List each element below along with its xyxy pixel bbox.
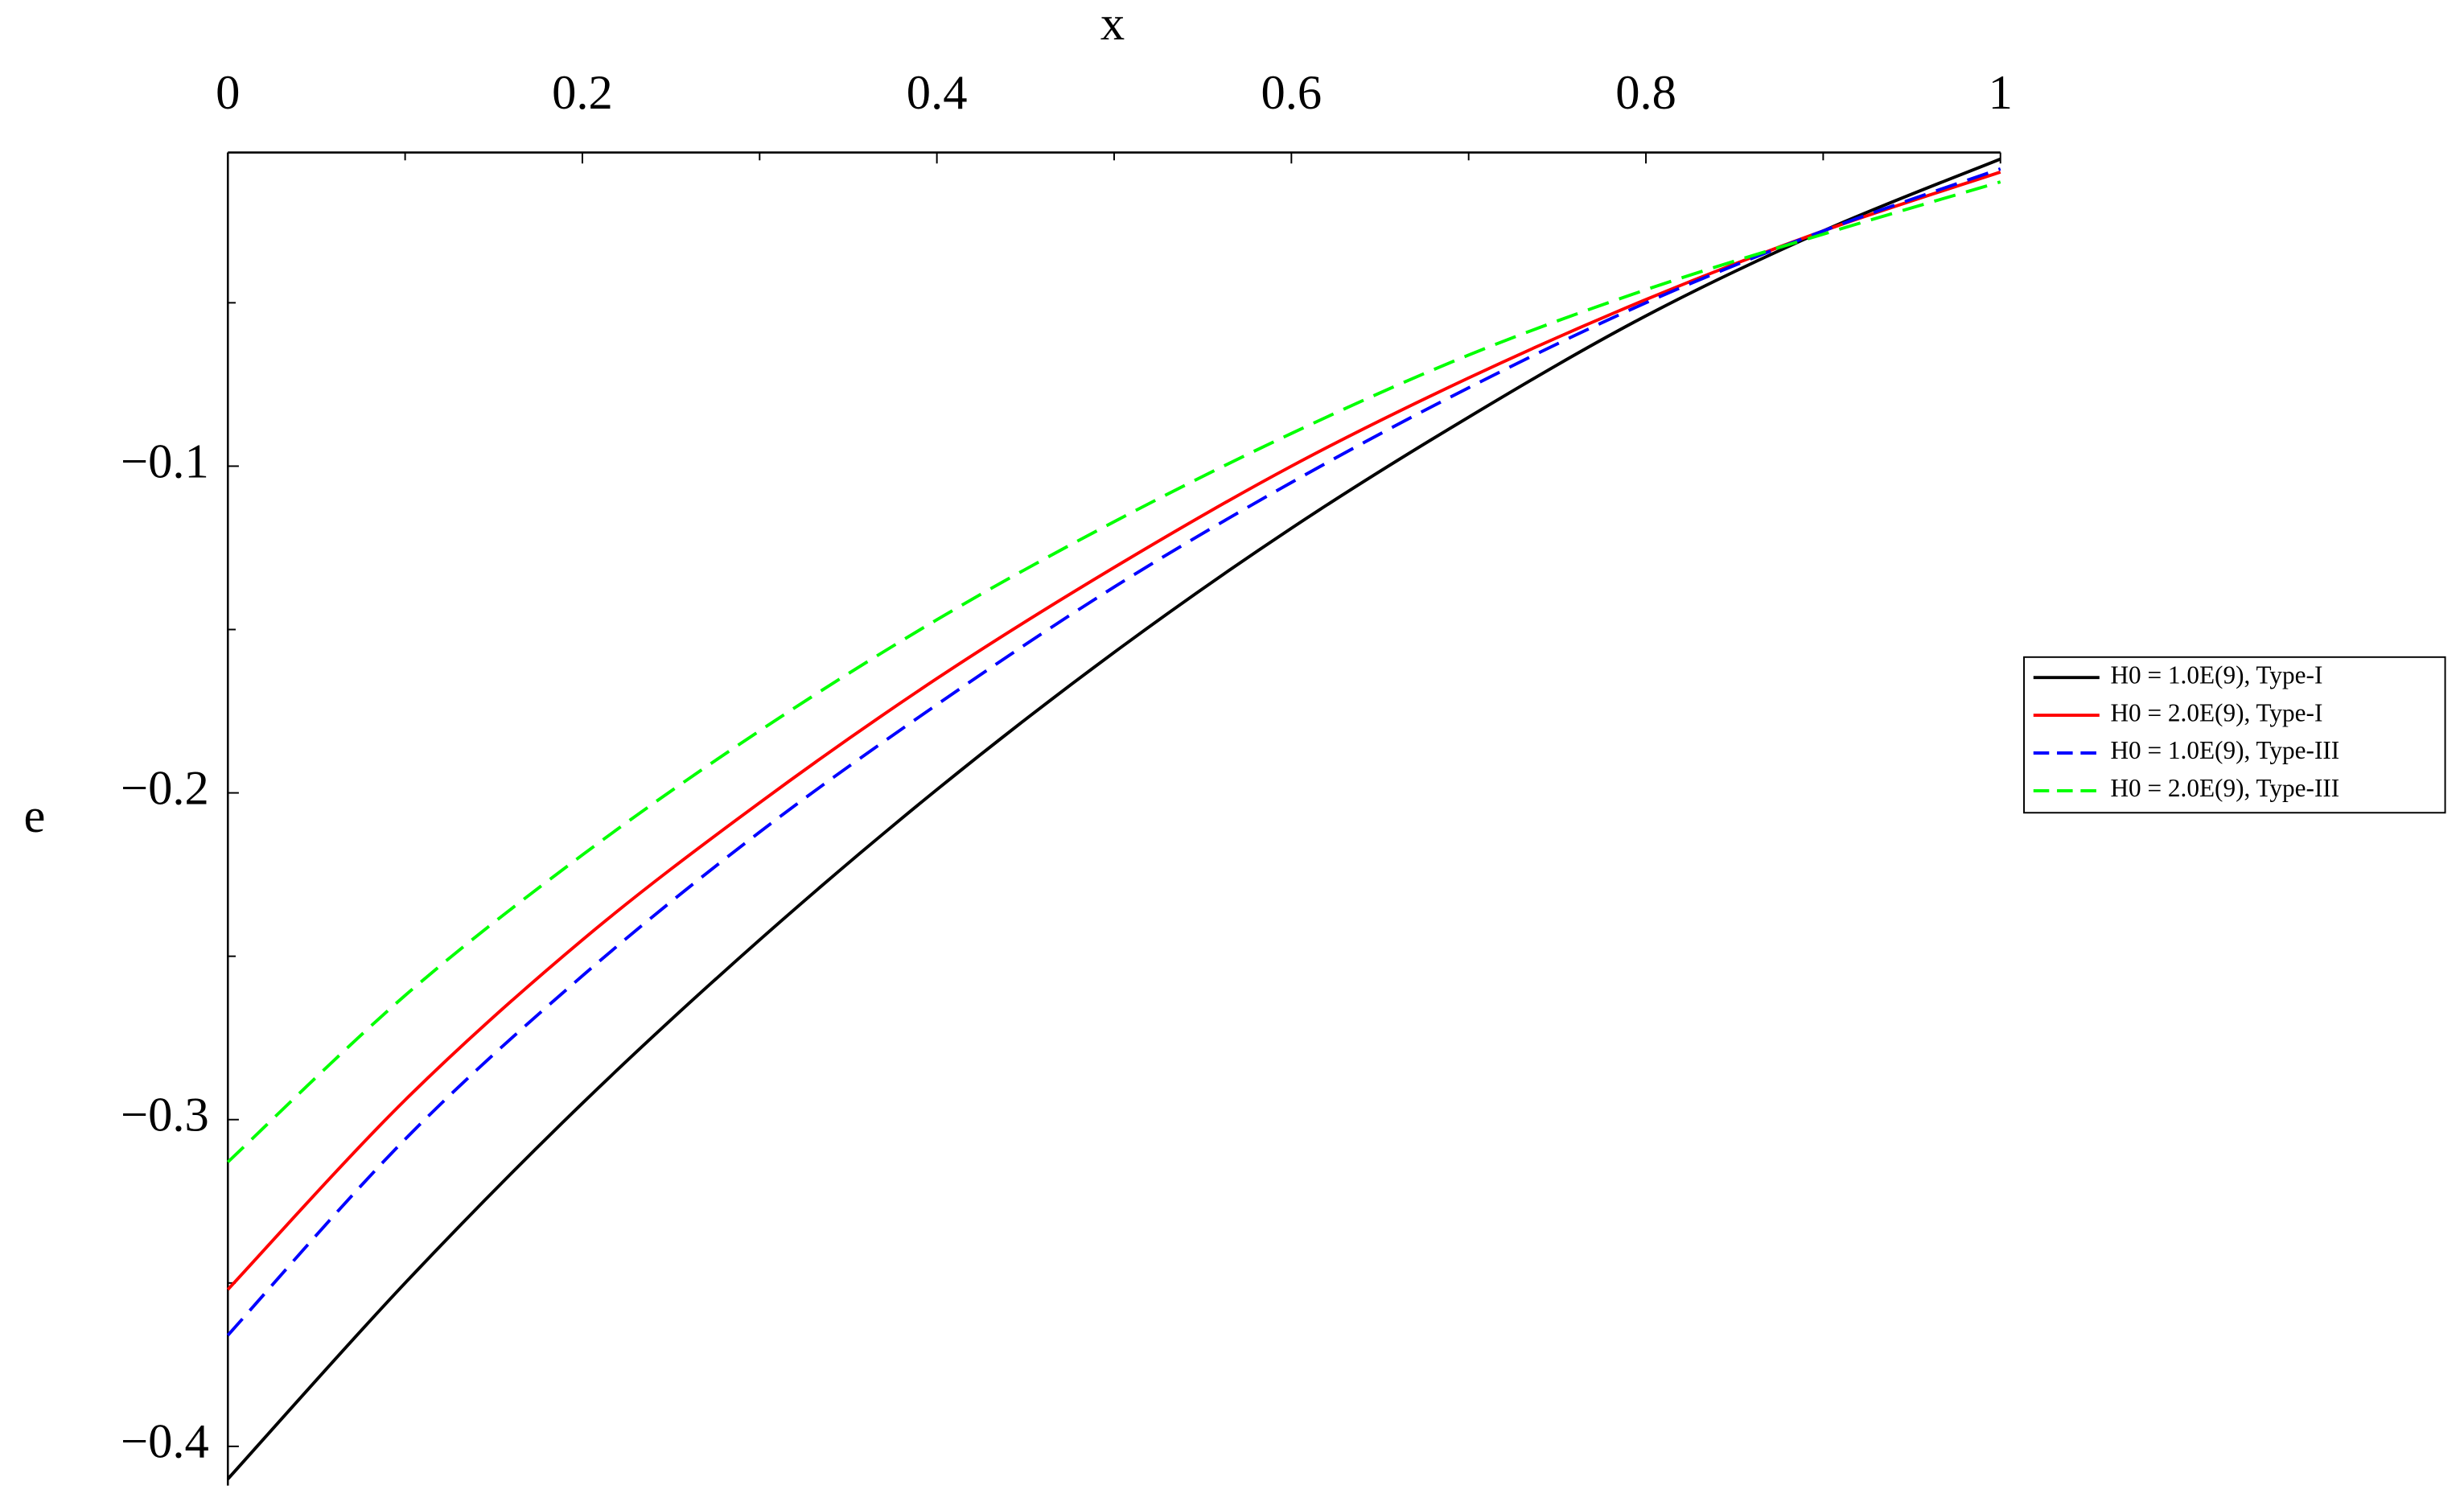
legend-label: H0 = 2.0E(9), Type-III (2110, 774, 2339, 802)
y-tick-label: −0.4 (121, 1415, 209, 1469)
x-tick-label: 0.6 (1261, 66, 1322, 120)
legend-box (2023, 656, 2446, 814)
x-axis-title: x (1100, 0, 1125, 51)
x-tick-label: 0.8 (1615, 66, 1676, 120)
legend-label: H0 = 1.0E(9), Type-I (2110, 660, 2322, 689)
series-line (226, 171, 2001, 1291)
legend-label: H0 = 1.0E(9), Type-III (2110, 736, 2339, 764)
y-tick-label: −0.1 (121, 434, 209, 488)
series-line (226, 157, 2001, 1480)
x-tick-label: 1 (1989, 66, 2013, 120)
y-tick-label: −0.2 (121, 761, 209, 815)
x-tick-label: 0.4 (907, 66, 968, 120)
legend-label: H0 = 2.0E(9), Type-I (2110, 698, 2322, 726)
series-line (226, 180, 2001, 1163)
series-line (226, 167, 2001, 1337)
x-tick-label: 0 (216, 66, 240, 120)
x-tick-label: 0.2 (552, 66, 613, 120)
y-tick-label: −0.3 (121, 1088, 209, 1142)
y-axis-title: e (24, 789, 46, 843)
